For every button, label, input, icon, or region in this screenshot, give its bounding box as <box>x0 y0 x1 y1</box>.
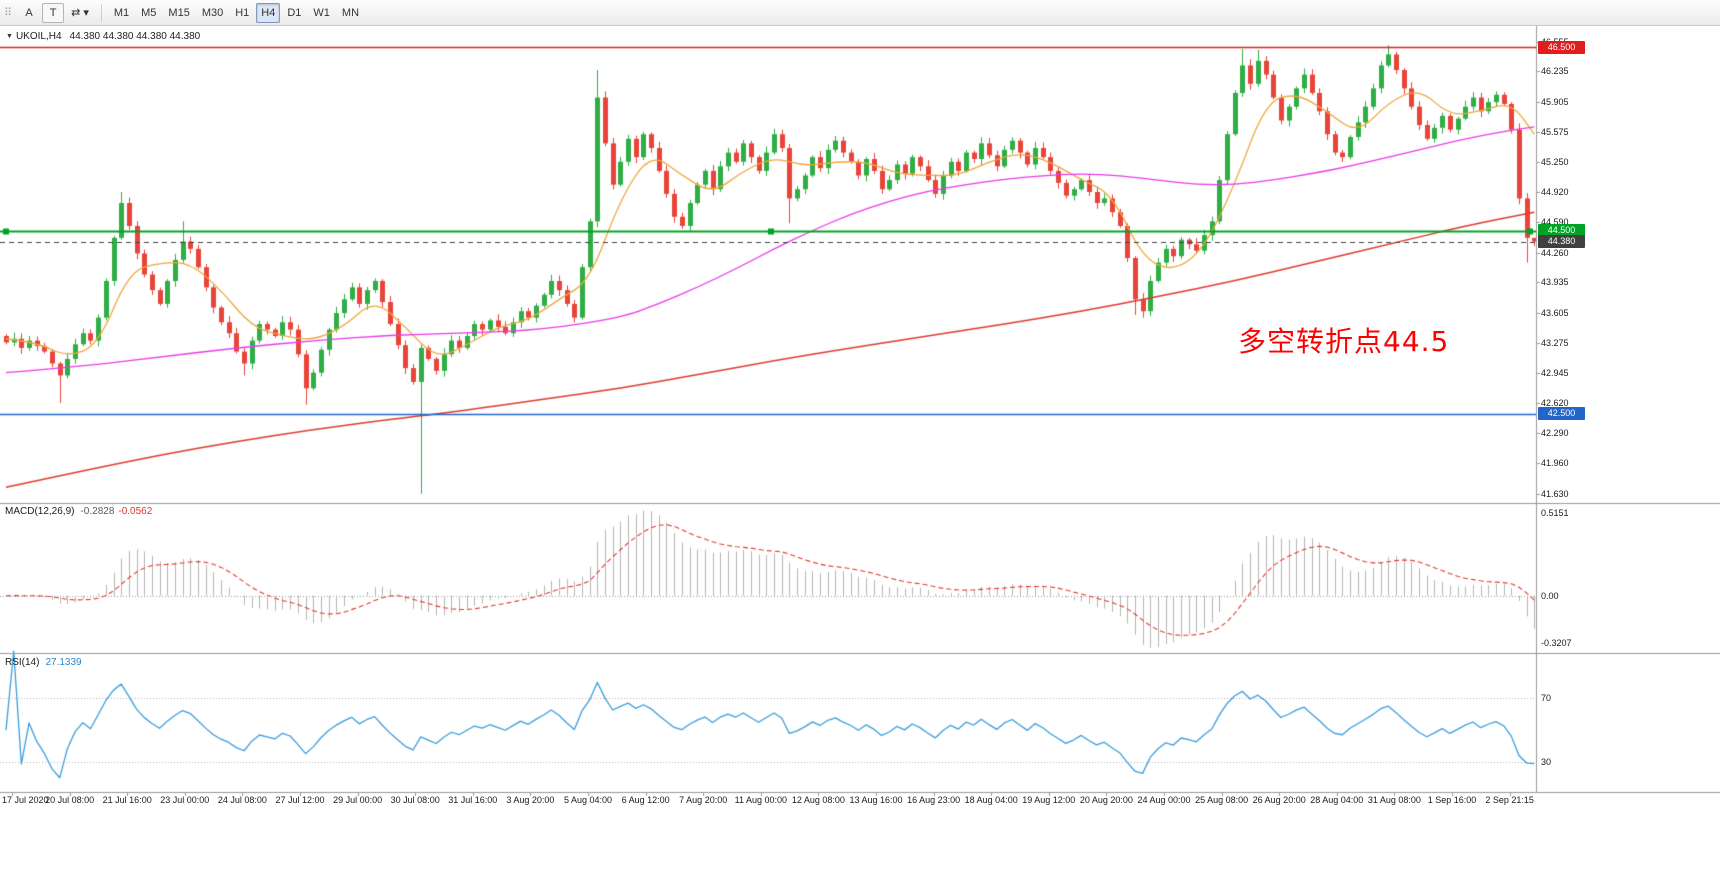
time-axis-label: 21 Jul 16:00 <box>102 795 152 805</box>
price-axis-label: 42.290 <box>1541 428 1569 439</box>
ohlc-values: 44.380 44.380 44.380 44.380 <box>69 31 201 42</box>
symbol-name: UKOIL,H4 <box>15 31 62 42</box>
tf-button-M15[interactable]: M15 <box>163 3 194 23</box>
time-axis-label: 30 Jul 08:00 <box>390 795 440 805</box>
annotation-text[interactable]: 多空转折点44.5 <box>1238 325 1450 358</box>
macd-axis-max: 0.5151 <box>1541 508 1569 518</box>
time-axis-label: 24 Aug 00:00 <box>1137 795 1191 805</box>
symbol-marker-icon: ▼ <box>6 33 13 40</box>
price-axis-label: 42.945 <box>1541 368 1569 379</box>
price-axis-label: 43.935 <box>1541 277 1569 288</box>
time-axis-label: 7 Aug 20:00 <box>679 795 728 805</box>
price-tag-42.500: 42.500 <box>1538 407 1585 421</box>
tf-button-MN[interactable]: MN <box>337 3 364 23</box>
price-axis-label: 45.905 <box>1541 96 1569 107</box>
price-axis-label: 41.630 <box>1541 488 1569 499</box>
price-axis-label: 43.275 <box>1541 337 1569 348</box>
time-axis-label: 3 Aug 20:00 <box>506 795 555 805</box>
time-axis-label: 20 Jul 08:00 <box>45 795 95 805</box>
time-axis-label: 28 Aug 04:00 <box>1310 795 1364 805</box>
rsi-axis-lower: 30 <box>1541 756 1552 767</box>
price-axis-label: 44.920 <box>1541 187 1569 197</box>
tf-button-D1[interactable]: D1 <box>282 3 306 23</box>
time-axis-label: 2 Sep 21:15 <box>1485 795 1534 805</box>
price-axis-label: 41.960 <box>1541 458 1569 469</box>
time-axis-label: 16 Aug 23:00 <box>907 795 961 805</box>
rsi-axis-upper: 70 <box>1541 693 1552 704</box>
time-axis-label: 31 Aug 08:00 <box>1367 795 1421 805</box>
macd-signal-value: -0.0562 <box>118 506 153 517</box>
symbol-header: ▼ UKOIL,H4 44.380 44.380 44.380 44.380 <box>6 31 200 42</box>
price-axis-label: 43.605 <box>1541 307 1569 318</box>
time-axis-label: 27 Jul 12:00 <box>275 795 325 805</box>
time-axis-label: 12 Aug 08:00 <box>791 795 845 805</box>
price-tag-44.500: 44.500 <box>1538 224 1585 238</box>
tf-button-M1[interactable]: M1 <box>109 3 134 23</box>
tf-button-M30[interactable]: M30 <box>197 3 228 23</box>
time-axis-label: 6 Aug 12:00 <box>621 795 670 805</box>
toolbar-drag-handle[interactable]: ⠿ <box>4 7 13 19</box>
macd-indicator-name: MACD(12,26,9) <box>5 506 75 517</box>
time-axis-label: 18 Aug 04:00 <box>964 795 1018 805</box>
tf-button-H4[interactable]: H4 <box>256 2 281 23</box>
toolbar: ⠿ A T ⇄ ▾ M1 M5 M15 M30 H1 H4 D1 W1 MN <box>0 0 1720 26</box>
rsi-value: 27.1339 <box>45 657 82 668</box>
price-axis-label: 45.250 <box>1541 156 1569 167</box>
time-axis-label: 19 Aug 12:00 <box>1022 795 1076 805</box>
price-axis-label: 44.590 <box>1541 217 1569 228</box>
time-axis-label: 29 Jul 00:00 <box>333 795 383 805</box>
time-axis-label: 25 Aug 08:00 <box>1195 795 1249 805</box>
macd-axis-min: -0.3207 <box>1541 638 1572 648</box>
tf-button-M5[interactable]: M5 <box>136 3 161 23</box>
annotate-a-button[interactable]: A <box>18 3 40 23</box>
price-axis-label: 46.235 <box>1541 66 1569 77</box>
time-axis-label: 17 Jul 2020 <box>2 795 49 805</box>
macd-main-value: -0.2828 <box>80 506 115 517</box>
price-tag-46.500: 46.500 <box>1538 40 1585 54</box>
macd-axis-zero: 0.00 <box>1541 590 1559 601</box>
tools-dropdown-button[interactable]: ⇄ ▾ <box>66 3 94 23</box>
time-axis-label: 24 Jul 08:00 <box>217 795 267 805</box>
toolbar-separator <box>100 3 102 22</box>
text-tool-button[interactable]: T <box>42 2 65 23</box>
time-axis-label: 26 Aug 20:00 <box>1252 795 1306 805</box>
price-axis-label: 45.575 <box>1541 126 1569 137</box>
tf-button-W1[interactable]: W1 <box>308 3 335 23</box>
time-axis-label: 23 Jul 00:00 <box>160 795 210 805</box>
tool-buttons-group: A T ⇄ ▾ <box>18 2 94 23</box>
tf-button-H1[interactable]: H1 <box>230 3 254 23</box>
price-tag-44.380: 44.380 <box>1538 235 1585 249</box>
timeframe-buttons: M1 M5 M15 M30 H1 H4 D1 W1 MN <box>109 2 364 23</box>
rsi-header: RSI(14) 27.1339 <box>5 657 82 668</box>
time-axis-label: 1 Sep 16:00 <box>1427 795 1477 805</box>
rsi-indicator-name: RSI(14) <box>5 657 40 668</box>
time-axis-label: 11 Aug 00:00 <box>734 795 787 805</box>
price-axis-label: 44.260 <box>1541 247 1569 258</box>
price-axis-label: 42.620 <box>1541 397 1569 408</box>
time-axis-label: 31 Jul 16:00 <box>448 795 498 805</box>
time-axis-label: 13 Aug 16:00 <box>849 795 903 805</box>
time-axis-label: 5 Aug 04:00 <box>563 795 613 805</box>
macd-header: MACD(12,26,9) -0.2828 -0.0562 <box>5 506 152 517</box>
time-axis-label: 20 Aug 20:00 <box>1079 795 1133 805</box>
